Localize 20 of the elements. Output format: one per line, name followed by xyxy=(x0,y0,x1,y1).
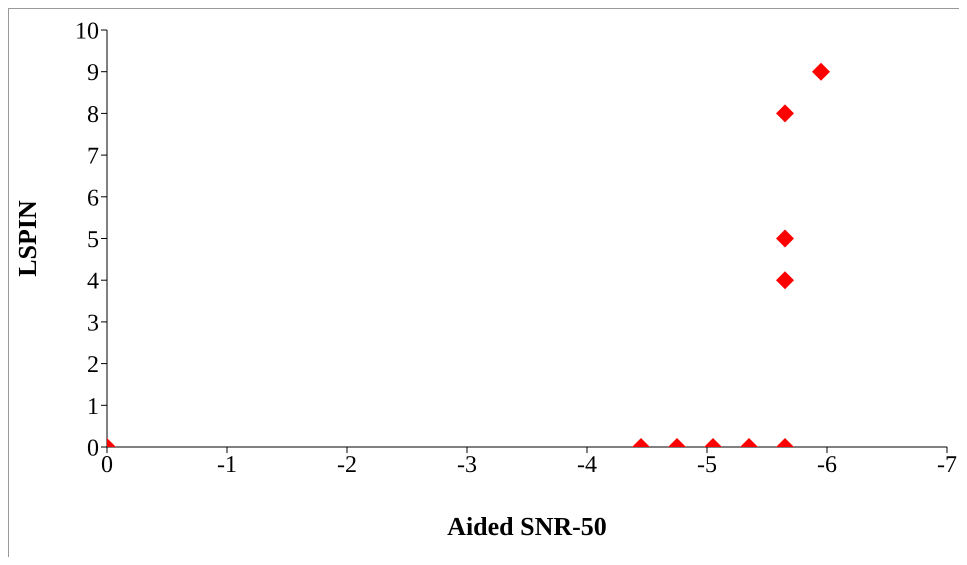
y-tick-label: 9 xyxy=(87,60,99,86)
y-tick-label: 6 xyxy=(87,185,99,212)
y-tick-label: 5 xyxy=(87,227,99,254)
x-tick-label: -2 xyxy=(337,452,357,478)
y-tick-label: 2 xyxy=(87,352,99,378)
x-tick-label: -1 xyxy=(217,452,237,478)
y-tick-label: 10 xyxy=(75,18,99,45)
y-tick-label: 3 xyxy=(87,310,99,336)
y-tick-label: 7 xyxy=(87,144,99,170)
y-axis-title: LSPIN xyxy=(13,200,42,277)
x-tick-label: -3 xyxy=(457,452,477,478)
y-tick-label: 8 xyxy=(87,102,99,128)
x-tick-label: -7 xyxy=(937,452,957,478)
y-tick-label: 1 xyxy=(87,394,99,420)
y-tick-label: 4 xyxy=(87,268,99,295)
x-tick-label: -5 xyxy=(697,452,717,478)
x-axis-title: Aided SNR-50 xyxy=(447,512,607,541)
x-tick-label: -4 xyxy=(577,452,597,478)
x-tick-label: -6 xyxy=(817,452,837,478)
y-tick-label: 0 xyxy=(87,436,99,462)
